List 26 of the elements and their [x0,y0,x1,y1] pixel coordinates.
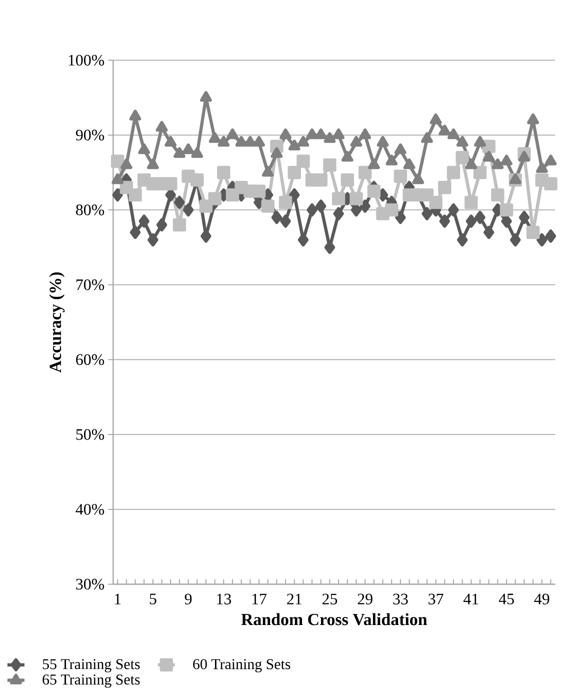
x-tick-label: 45 [498,594,514,604]
x-tick-label: 33 [393,594,408,604]
x-axis-title: Random Cross Validation [241,613,428,626]
x-tick-label: 13 [217,594,231,604]
y-tick-label: 50% [76,429,104,440]
x-tick-label: 9 [184,594,192,604]
legend-label: 65 Training Sets [42,674,140,688]
x-tick-label: 49 [534,594,550,604]
x-tick-label: 5 [150,594,156,604]
x-tick-label: 1 [114,594,121,604]
y-tick-label: 80% [76,204,104,216]
y-tick-label: 60% [76,354,104,366]
legend-label: 55 Training Sets [42,659,140,672]
x-tick-label: 41 [464,594,478,604]
y-tick-label: 70% [76,279,104,290]
x-tick-label: 17 [252,594,267,604]
y-tick-label: 90% [76,130,104,140]
y-tick-label: 100% [68,54,104,66]
y-axis-title: Accuracy (%) [49,272,65,373]
x-tick-label: 21 [287,594,302,604]
y-tick-label: 30% [76,578,104,590]
y-tick-label: 40% [76,504,104,515]
x-tick-label: 37 [428,594,444,604]
x-tick-label: 25 [322,594,338,604]
x-tick-label: 29 [358,594,372,604]
legend-label: 60 Training Sets [193,659,290,672]
